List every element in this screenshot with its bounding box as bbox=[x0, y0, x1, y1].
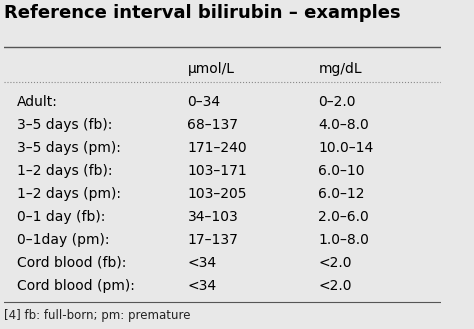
Text: <34: <34 bbox=[187, 256, 217, 270]
Text: 1–2 days (fb):: 1–2 days (fb): bbox=[17, 164, 113, 178]
Text: 0–2.0: 0–2.0 bbox=[319, 95, 356, 109]
Text: 0–1day (pm):: 0–1day (pm): bbox=[17, 233, 110, 247]
Text: 0–34: 0–34 bbox=[187, 95, 220, 109]
Text: 68–137: 68–137 bbox=[187, 118, 238, 132]
Text: 17–137: 17–137 bbox=[187, 233, 238, 247]
Text: 10.0–14: 10.0–14 bbox=[319, 141, 374, 155]
Text: [4] fb: full-born; pm: premature: [4] fb: full-born; pm: premature bbox=[4, 309, 191, 322]
Text: 3–5 days (pm):: 3–5 days (pm): bbox=[17, 141, 121, 155]
Text: 103–205: 103–205 bbox=[187, 187, 247, 201]
Text: Cord blood (fb):: Cord blood (fb): bbox=[17, 256, 127, 270]
Text: mg/dL: mg/dL bbox=[319, 62, 362, 76]
Text: Reference interval bilirubin – examples: Reference interval bilirubin – examples bbox=[4, 4, 401, 22]
Text: 1.0–8.0: 1.0–8.0 bbox=[319, 233, 369, 247]
Text: Cord blood (pm):: Cord blood (pm): bbox=[17, 279, 135, 293]
Text: Adult:: Adult: bbox=[17, 95, 58, 109]
Text: <34: <34 bbox=[187, 279, 217, 293]
Text: 0–1 day (fb):: 0–1 day (fb): bbox=[17, 210, 106, 224]
Text: 34–103: 34–103 bbox=[187, 210, 238, 224]
Text: 6.0–12: 6.0–12 bbox=[319, 187, 365, 201]
Text: <2.0: <2.0 bbox=[319, 256, 352, 270]
Text: 6.0–10: 6.0–10 bbox=[319, 164, 365, 178]
Text: μmol/L: μmol/L bbox=[187, 62, 235, 76]
Text: 171–240: 171–240 bbox=[187, 141, 247, 155]
Text: <2.0: <2.0 bbox=[319, 279, 352, 293]
Text: 103–171: 103–171 bbox=[187, 164, 247, 178]
Text: 3–5 days (fb):: 3–5 days (fb): bbox=[17, 118, 113, 132]
Text: 4.0–8.0: 4.0–8.0 bbox=[319, 118, 369, 132]
Text: 1–2 days (pm):: 1–2 days (pm): bbox=[17, 187, 121, 201]
Text: 2.0–6.0: 2.0–6.0 bbox=[319, 210, 369, 224]
